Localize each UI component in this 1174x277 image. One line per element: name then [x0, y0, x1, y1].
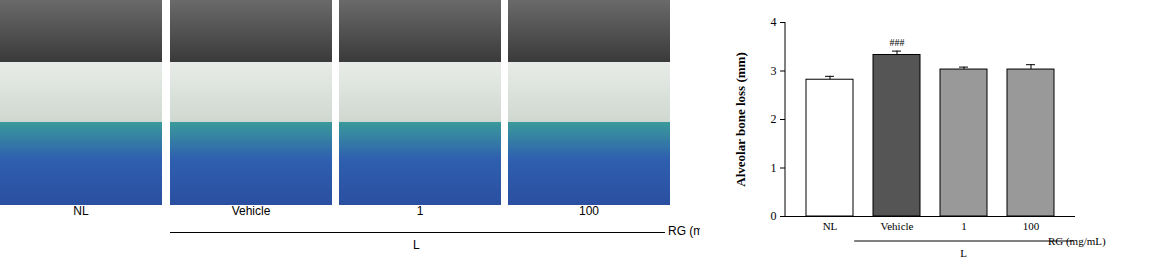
svg-text:Alveolar bone loss (mm): Alveolar bone loss (mm): [733, 52, 748, 186]
svg-text:2: 2: [771, 112, 777, 126]
html-text:L: L: [413, 238, 420, 252]
svg-text:0: 0: [771, 209, 777, 223]
svg-text:3: 3: [771, 64, 777, 78]
html-text:RG (mg/ml: RG (mg/ml: [668, 224, 726, 238]
html-text:Vehicle: Vehicle: [231, 204, 271, 218]
html-text:100: 100: [579, 204, 599, 218]
svg-text:###: ###: [890, 37, 905, 48]
svg-text:1: 1: [961, 220, 967, 232]
svg-text:RG (mg/mL): RG (mg/mL): [1048, 235, 1106, 248]
html-text:NL: NL: [73, 204, 89, 218]
svg-text:NL: NL: [823, 220, 838, 232]
svg-text:L: L: [960, 247, 967, 259]
html-text:1: 1: [416, 204, 424, 218]
svg-text:4: 4: [771, 15, 777, 29]
svg-text:Vehicle: Vehicle: [881, 220, 914, 232]
svg-text:100: 100: [1023, 220, 1040, 232]
svg-text:1: 1: [771, 161, 777, 175]
